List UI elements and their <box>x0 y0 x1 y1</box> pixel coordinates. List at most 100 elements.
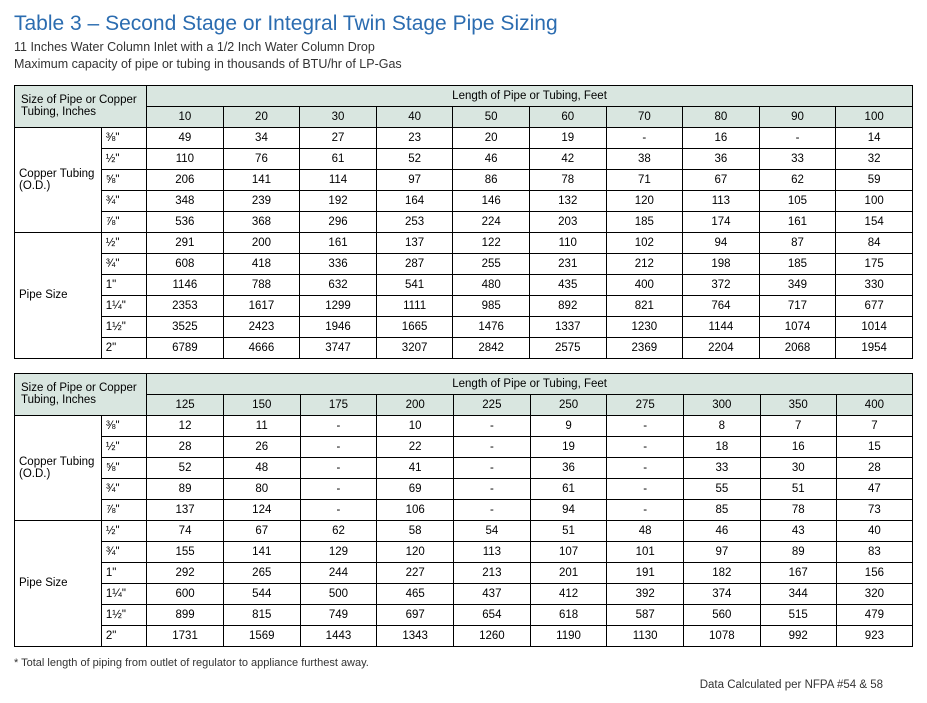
value-cell: 587 <box>607 604 684 625</box>
value-cell: - <box>300 499 377 520</box>
value-cell: 1569 <box>223 625 300 646</box>
value-cell: 41 <box>377 457 454 478</box>
table-row: 1½"3525242319461665147613371230114410741… <box>15 316 913 337</box>
subtitle-line2: Maximum capacity of pipe or tubing in th… <box>14 57 402 71</box>
value-cell: - <box>300 478 377 499</box>
value-cell: 1146 <box>147 274 224 295</box>
value-cell: 3525 <box>147 316 224 337</box>
value-cell: 231 <box>529 253 606 274</box>
value-cell: 89 <box>147 478 224 499</box>
subtitle-line1: 11 Inches Water Column Inlet with a 1/2 … <box>14 40 375 54</box>
size-cell: ⅞" <box>101 211 146 232</box>
table-row: 1¼"2353161712991111985892821764717677 <box>15 295 913 316</box>
value-cell: 16 <box>683 127 760 148</box>
pipe-sizing-table: Size of Pipe or Copper Tubing, InchesLen… <box>14 85 913 359</box>
value-cell: 84 <box>836 232 913 253</box>
table-row: Copper Tubing (O.D.)⅜"493427232019-16-14 <box>15 127 913 148</box>
length-header: 50 <box>453 106 530 127</box>
length-header: 40 <box>376 106 453 127</box>
value-cell: 2353 <box>147 295 224 316</box>
value-cell: - <box>607 499 684 520</box>
size-cell: 1½" <box>101 604 146 625</box>
value-cell: 632 <box>300 274 377 295</box>
value-cell: - <box>454 478 531 499</box>
value-cell: 71 <box>606 169 683 190</box>
value-cell: - <box>454 457 531 478</box>
value-cell: 500 <box>300 583 377 604</box>
value-cell: 412 <box>530 583 607 604</box>
value-cell: 821 <box>606 295 683 316</box>
length-header: 80 <box>683 106 760 127</box>
size-cell: ½" <box>101 232 146 253</box>
value-cell: 374 <box>683 583 760 604</box>
value-cell: 191 <box>607 562 684 583</box>
header-size: Size of Pipe or Copper Tubing, Inches <box>15 373 147 415</box>
value-cell: 59 <box>836 169 913 190</box>
data-calc-note: Data Calculated per NFPA #54 & 58 <box>14 679 913 691</box>
value-cell: 1299 <box>300 295 377 316</box>
value-cell: 7 <box>760 415 836 436</box>
value-cell: 78 <box>529 169 606 190</box>
group-label: Pipe Size <box>15 520 102 646</box>
value-cell: 2204 <box>683 337 760 358</box>
value-cell: 146 <box>453 190 530 211</box>
table-row: 2"17311569144313431260119011301078992923 <box>15 625 913 646</box>
value-cell: - <box>454 436 531 457</box>
table-row: Copper Tubing (O.D.)⅜"1211-10-9-877 <box>15 415 913 436</box>
value-cell: 43 <box>760 520 836 541</box>
value-cell: 544 <box>223 583 300 604</box>
value-cell: 114 <box>300 169 377 190</box>
value-cell: 137 <box>376 232 453 253</box>
value-cell: 1014 <box>836 316 913 337</box>
value-cell: 61 <box>530 478 607 499</box>
value-cell: 42 <box>529 148 606 169</box>
value-cell: 255 <box>453 253 530 274</box>
size-cell: 1¼" <box>101 295 146 316</box>
value-cell: 892 <box>529 295 606 316</box>
size-cell: ⅜" <box>101 415 146 436</box>
length-header: 125 <box>147 394 224 415</box>
size-cell: 2" <box>101 625 146 646</box>
table-row: ½"110766152464238363332 <box>15 148 913 169</box>
value-cell: 1617 <box>223 295 300 316</box>
value-cell: 336 <box>300 253 377 274</box>
table-row: 1½"899815749697654618587560515479 <box>15 604 913 625</box>
value-cell: 1260 <box>454 625 531 646</box>
value-cell: 213 <box>454 562 531 583</box>
value-cell: 49 <box>147 127 224 148</box>
value-cell: 717 <box>759 295 836 316</box>
value-cell: 203 <box>529 211 606 232</box>
value-cell: 2575 <box>529 337 606 358</box>
value-cell: 22 <box>377 436 454 457</box>
size-cell: ⅜" <box>101 127 146 148</box>
length-header: 60 <box>529 106 606 127</box>
value-cell: 51 <box>760 478 836 499</box>
size-cell: 2" <box>101 337 146 358</box>
length-header: 275 <box>607 394 684 415</box>
value-cell: 536 <box>147 211 224 232</box>
size-cell: ¾" <box>101 253 146 274</box>
size-cell: ⅝" <box>101 169 146 190</box>
value-cell: 161 <box>759 211 836 232</box>
value-cell: 192 <box>300 190 377 211</box>
value-cell: 600 <box>147 583 224 604</box>
value-cell: 174 <box>683 211 760 232</box>
value-cell: 19 <box>530 436 607 457</box>
value-cell: 15 <box>836 436 912 457</box>
value-cell: 368 <box>223 211 300 232</box>
value-cell: 815 <box>223 604 300 625</box>
value-cell: 94 <box>683 232 760 253</box>
value-cell: 253 <box>376 211 453 232</box>
length-header: 10 <box>147 106 224 127</box>
value-cell: 20 <box>453 127 530 148</box>
value-cell: 1074 <box>759 316 836 337</box>
size-cell: ¾" <box>101 541 146 562</box>
value-cell: 154 <box>836 211 913 232</box>
value-cell: 129 <box>300 541 377 562</box>
size-cell: ¾" <box>101 190 146 211</box>
value-cell: 54 <box>454 520 531 541</box>
value-cell: 156 <box>836 562 912 583</box>
value-cell: 2068 <box>759 337 836 358</box>
value-cell: 201 <box>530 562 607 583</box>
value-cell: 227 <box>377 562 454 583</box>
